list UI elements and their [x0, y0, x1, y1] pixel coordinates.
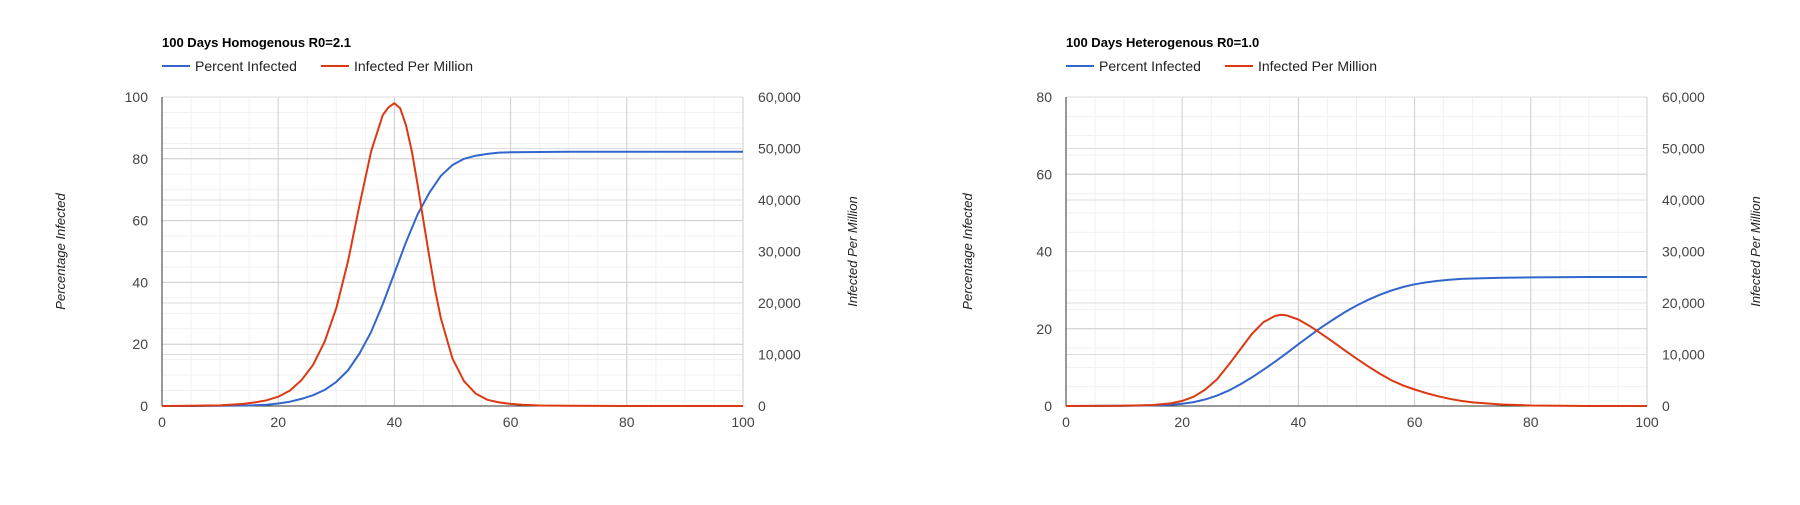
y2-tick-label: 40,000: [758, 192, 801, 208]
x-tick-label: 100: [1635, 414, 1659, 430]
y-tick-label: 60: [1036, 166, 1052, 182]
y2-tick-label: 60,000: [758, 89, 801, 105]
series-line-percent-infected: [1065, 276, 1647, 407]
y2-tick-label: 10,000: [758, 347, 801, 363]
y2-tick-label: 50,000: [758, 141, 801, 157]
x-tick-label: 0: [158, 414, 166, 430]
y2-tick-label: 20,000: [1662, 295, 1705, 311]
legend-label: Infected Per Million: [354, 58, 473, 74]
legend-entry: Infected Per Million: [320, 58, 473, 74]
y-tick-label: 80: [132, 151, 148, 167]
series-line-infected-per-million: [1065, 313, 1647, 407]
legend-entry: Infected Per Million: [1224, 58, 1377, 74]
y2-tick-label: 50,000: [1662, 141, 1705, 157]
x-tick-label: 20: [1174, 414, 1190, 430]
x-tick-label: 100: [731, 414, 755, 430]
chart-title: 100 Days Heterogenous R0=1.0: [1066, 35, 1259, 50]
y2-tick-label: 0: [758, 398, 766, 414]
legend-entry: Percent Infected: [162, 58, 297, 74]
y-tick-label: 20: [1036, 321, 1052, 337]
x-tick-label: 0: [1062, 414, 1070, 430]
y2-tick-label: 30,000: [1662, 244, 1705, 260]
y-tick-label: 60: [132, 213, 148, 229]
y2-tick-label: 30,000: [758, 244, 801, 260]
chart-1: 0 20 40 60 80 100020406080100010,00020,00030,…: [53, 35, 860, 430]
y-tick-label: 40: [132, 274, 148, 290]
y2-tick-label: 10,000: [1662, 347, 1705, 363]
y-tick-label: 20: [132, 336, 148, 352]
y-axis-title: Percentage Infected: [53, 193, 68, 310]
x-tick-label: 60: [503, 414, 519, 430]
x-tick-label: 40: [387, 414, 403, 430]
y2-tick-label: 60,000: [1662, 89, 1705, 105]
y2-tick-label: 0: [1662, 398, 1670, 414]
y2-tick-label: 40,000: [1662, 192, 1705, 208]
x-tick-label: 60: [1407, 414, 1423, 430]
y-tick-label: 40: [1036, 244, 1052, 260]
series-line-percent-infected: [162, 150, 743, 407]
y-tick-label: 0: [1044, 398, 1052, 414]
x-tick-label: 40: [1291, 414, 1307, 430]
chart-2: 0 20 40 60 80 100020406080010,00020,00030,000…: [960, 35, 1763, 430]
y2-tick-label: 20,000: [758, 295, 801, 311]
x-tick-label: 80: [619, 414, 635, 430]
y-axis-title: Percentage Infected: [960, 193, 975, 310]
y-tick-label: 80: [1036, 89, 1052, 105]
x-tick-label: 20: [270, 414, 286, 430]
y-tick-label: 100: [125, 89, 149, 105]
y2-axis-title: Infected Per Million: [1748, 196, 1763, 307]
y2-axis-title: Infected Per Million: [845, 196, 860, 307]
x-tick-label: 80: [1523, 414, 1539, 430]
series-line-infected-per-million: [161, 102, 743, 407]
legend-label: Infected Per Million: [1258, 58, 1377, 74]
legend-label: Percent Infected: [1099, 58, 1201, 74]
y-tick-label: 0: [140, 398, 148, 414]
legend-label: Percent Infected: [195, 58, 297, 74]
chart-title: 100 Days Homogenous R0=2.1: [162, 35, 351, 50]
legend-entry: Percent Infected: [1066, 58, 1201, 74]
